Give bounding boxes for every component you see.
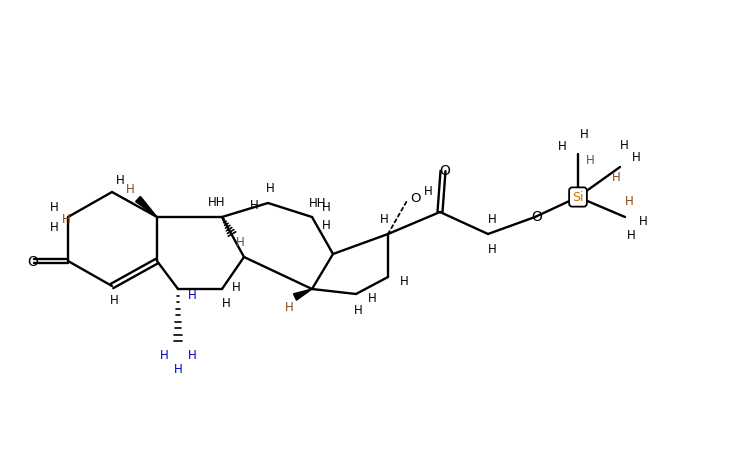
Text: H: H — [379, 213, 388, 226]
Text: H: H — [250, 199, 259, 212]
Text: H: H — [424, 185, 433, 198]
Text: HH: HH — [309, 197, 327, 210]
Text: H: H — [611, 171, 620, 184]
Polygon shape — [136, 197, 157, 217]
Text: H: H — [50, 221, 59, 234]
Text: H: H — [353, 304, 362, 317]
Text: H: H — [627, 229, 635, 242]
Text: H: H — [232, 281, 240, 294]
Polygon shape — [293, 289, 312, 300]
Text: O: O — [531, 210, 542, 223]
Text: H: H — [619, 139, 628, 152]
Text: Si: Si — [572, 191, 584, 204]
Text: H: H — [159, 349, 168, 362]
Text: HH: HH — [208, 196, 226, 209]
Text: H: H — [579, 128, 588, 141]
Text: H: H — [639, 215, 648, 228]
Text: H: H — [558, 140, 566, 153]
Text: H: H — [187, 289, 196, 302]
Text: H: H — [488, 213, 496, 226]
Text: O: O — [411, 192, 421, 205]
Text: H: H — [285, 301, 293, 314]
Text: O: O — [439, 164, 451, 177]
Text: H: H — [222, 297, 230, 310]
Text: H: H — [173, 363, 182, 376]
Text: H: H — [116, 174, 124, 187]
Text: H: H — [585, 154, 594, 167]
Text: H: H — [322, 201, 330, 214]
Text: H: H — [399, 275, 408, 288]
Text: H: H — [322, 219, 330, 232]
Text: H: H — [368, 292, 376, 305]
Text: H: H — [236, 236, 245, 249]
Text: H: H — [631, 151, 640, 164]
Text: H: H — [187, 349, 196, 362]
Text: H: H — [110, 294, 119, 307]
Text: H: H — [126, 183, 134, 196]
Text: H: H — [625, 195, 634, 208]
Text: O: O — [27, 254, 39, 268]
Text: H: H — [265, 182, 274, 195]
Text: H: H — [62, 213, 70, 226]
Text: H: H — [488, 243, 496, 256]
Text: H: H — [50, 201, 59, 214]
